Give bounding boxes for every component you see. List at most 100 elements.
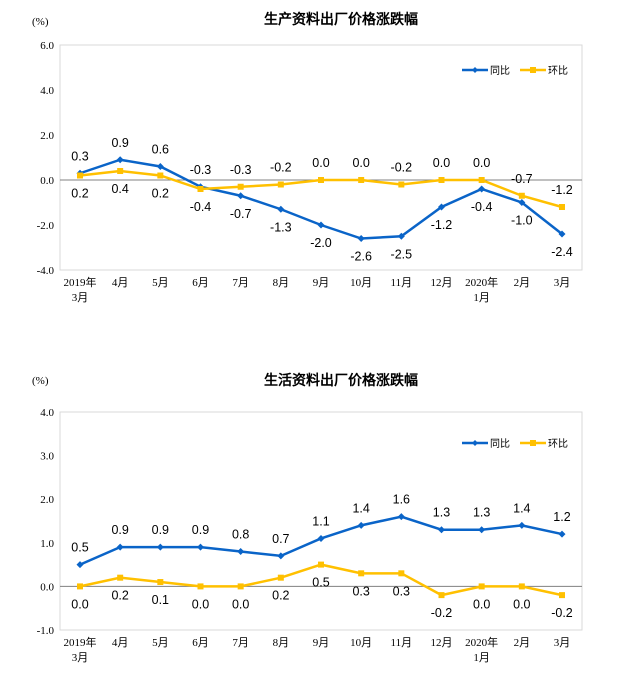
- data-point: [116, 156, 124, 164]
- data-point: [357, 521, 365, 529]
- data-point: [277, 552, 285, 560]
- data-point: [398, 181, 405, 188]
- data-point: [478, 526, 486, 534]
- data-point: [116, 543, 124, 551]
- x-tick-label: 10月: [350, 277, 372, 289]
- data-point: [277, 205, 285, 213]
- x-tick-label: 6月: [192, 637, 209, 649]
- data-label: 0.3: [352, 584, 369, 598]
- data-label: -0.2: [391, 161, 413, 175]
- x-tick-label: 2月: [514, 277, 531, 289]
- x-tick-label: 5月: [152, 637, 169, 649]
- x-tick-label: 3月: [554, 637, 571, 649]
- x-tick-label: 10月: [350, 637, 372, 649]
- y-tick-label: 2.0: [40, 130, 54, 142]
- x-tick-label: 6月: [192, 277, 209, 289]
- data-point: [438, 592, 445, 599]
- x-tick-label: 7月: [232, 277, 249, 289]
- data-label: 1.1: [312, 514, 329, 528]
- data-label: 0.0: [192, 597, 209, 611]
- data-label: 0.9: [192, 523, 209, 537]
- data-point: [438, 177, 445, 183]
- chart-2: 生活资料出厂价格涨跌幅 (%) 4.0 3.0 2.0 1.0 0.0 -1.0 2019年 3月…: [32, 372, 583, 664]
- data-label: -2.5: [391, 247, 413, 261]
- data-point: [318, 561, 324, 568]
- x-tick-label: 8月: [273, 277, 290, 289]
- data-point: [518, 521, 526, 529]
- data-point: [277, 181, 284, 188]
- data-label: 0.9: [152, 523, 169, 537]
- data-point: [518, 199, 526, 206]
- data-label: 1.6: [393, 493, 410, 507]
- data-label: 0.0: [71, 597, 88, 611]
- data-point: [397, 513, 405, 521]
- data-point: [478, 177, 485, 183]
- data-label: 0.9: [111, 136, 128, 150]
- y-tick-label: 4.0: [40, 407, 54, 419]
- data-point: [398, 570, 405, 577]
- x-tick-label: 1月: [473, 652, 490, 664]
- y-tick-label: 0.0: [40, 175, 54, 187]
- data-label: 0.3: [393, 584, 410, 598]
- chart-1: 生产资料出厂价格涨跌幅 (%) 6.0 4.0 2.0 0.0 -2.0 -4.0 2019年 3…: [32, 11, 583, 304]
- data-point: [559, 204, 565, 210]
- legend-label: 同比: [490, 438, 510, 450]
- data-label: 1.3: [433, 506, 450, 520]
- data-point: [478, 583, 485, 590]
- data-point: [117, 168, 124, 174]
- data-label: -0.2: [551, 606, 573, 620]
- data-label: 0.3: [71, 149, 88, 163]
- legend-marker: [530, 440, 536, 446]
- data-label: -2.4: [551, 245, 573, 259]
- data-label: -0.4: [190, 200, 212, 214]
- data-point: [157, 579, 164, 586]
- x-tick-label: 1月: [473, 292, 490, 304]
- plot-area: [59, 411, 583, 631]
- data-point: [197, 543, 204, 551]
- data-point: [237, 183, 244, 190]
- data-label: -0.7: [230, 207, 252, 221]
- data-point: [358, 177, 365, 183]
- data-label: -0.4: [471, 200, 493, 214]
- data-label: 0.5: [71, 541, 88, 555]
- y-axis-unit: (%): [32, 16, 49, 28]
- data-point: [237, 583, 244, 590]
- data-point: [117, 574, 124, 581]
- data-point: [558, 530, 566, 538]
- data-point: [197, 583, 204, 590]
- y-tick-label: 4.0: [40, 85, 54, 97]
- data-label: 0.0: [232, 597, 249, 611]
- data-label: -1.3: [270, 220, 292, 234]
- data-label: 0.7: [272, 532, 289, 546]
- x-tick-label: 2019年: [64, 635, 97, 649]
- data-label: 1.2: [553, 510, 570, 524]
- data-label: 1.3: [473, 506, 490, 520]
- data-label: -1.0: [511, 214, 533, 228]
- data-label: 0.1: [152, 593, 169, 607]
- data-label: -0.3: [190, 163, 212, 177]
- data-point: [317, 221, 325, 229]
- data-point: [76, 561, 84, 569]
- data-point: [558, 230, 566, 238]
- data-point: [77, 172, 83, 179]
- data-point: [397, 232, 405, 240]
- data-point: [197, 186, 204, 192]
- data-label: 0.0: [433, 156, 450, 170]
- data-label: -2.6: [350, 250, 372, 264]
- y-tick-label: 2.0: [40, 494, 54, 506]
- x-tick-label: 11月: [391, 637, 413, 649]
- x-tick-label: 12月: [431, 637, 453, 649]
- x-tick-label: 12月: [431, 277, 453, 289]
- x-tick-label: 5月: [152, 277, 169, 289]
- y-tick-label: 3.0: [40, 451, 54, 463]
- data-point: [77, 583, 83, 590]
- x-tick-label: 11月: [391, 277, 413, 289]
- data-label: -0.2: [270, 161, 292, 175]
- data-point: [518, 192, 525, 199]
- data-label: -1.2: [431, 218, 453, 232]
- data-point: [317, 534, 325, 542]
- chart-title: 生产资料出厂价格涨跌幅: [264, 11, 418, 28]
- x-tick-label: 2020年: [465, 635, 498, 649]
- legend-label: 同比: [490, 65, 510, 77]
